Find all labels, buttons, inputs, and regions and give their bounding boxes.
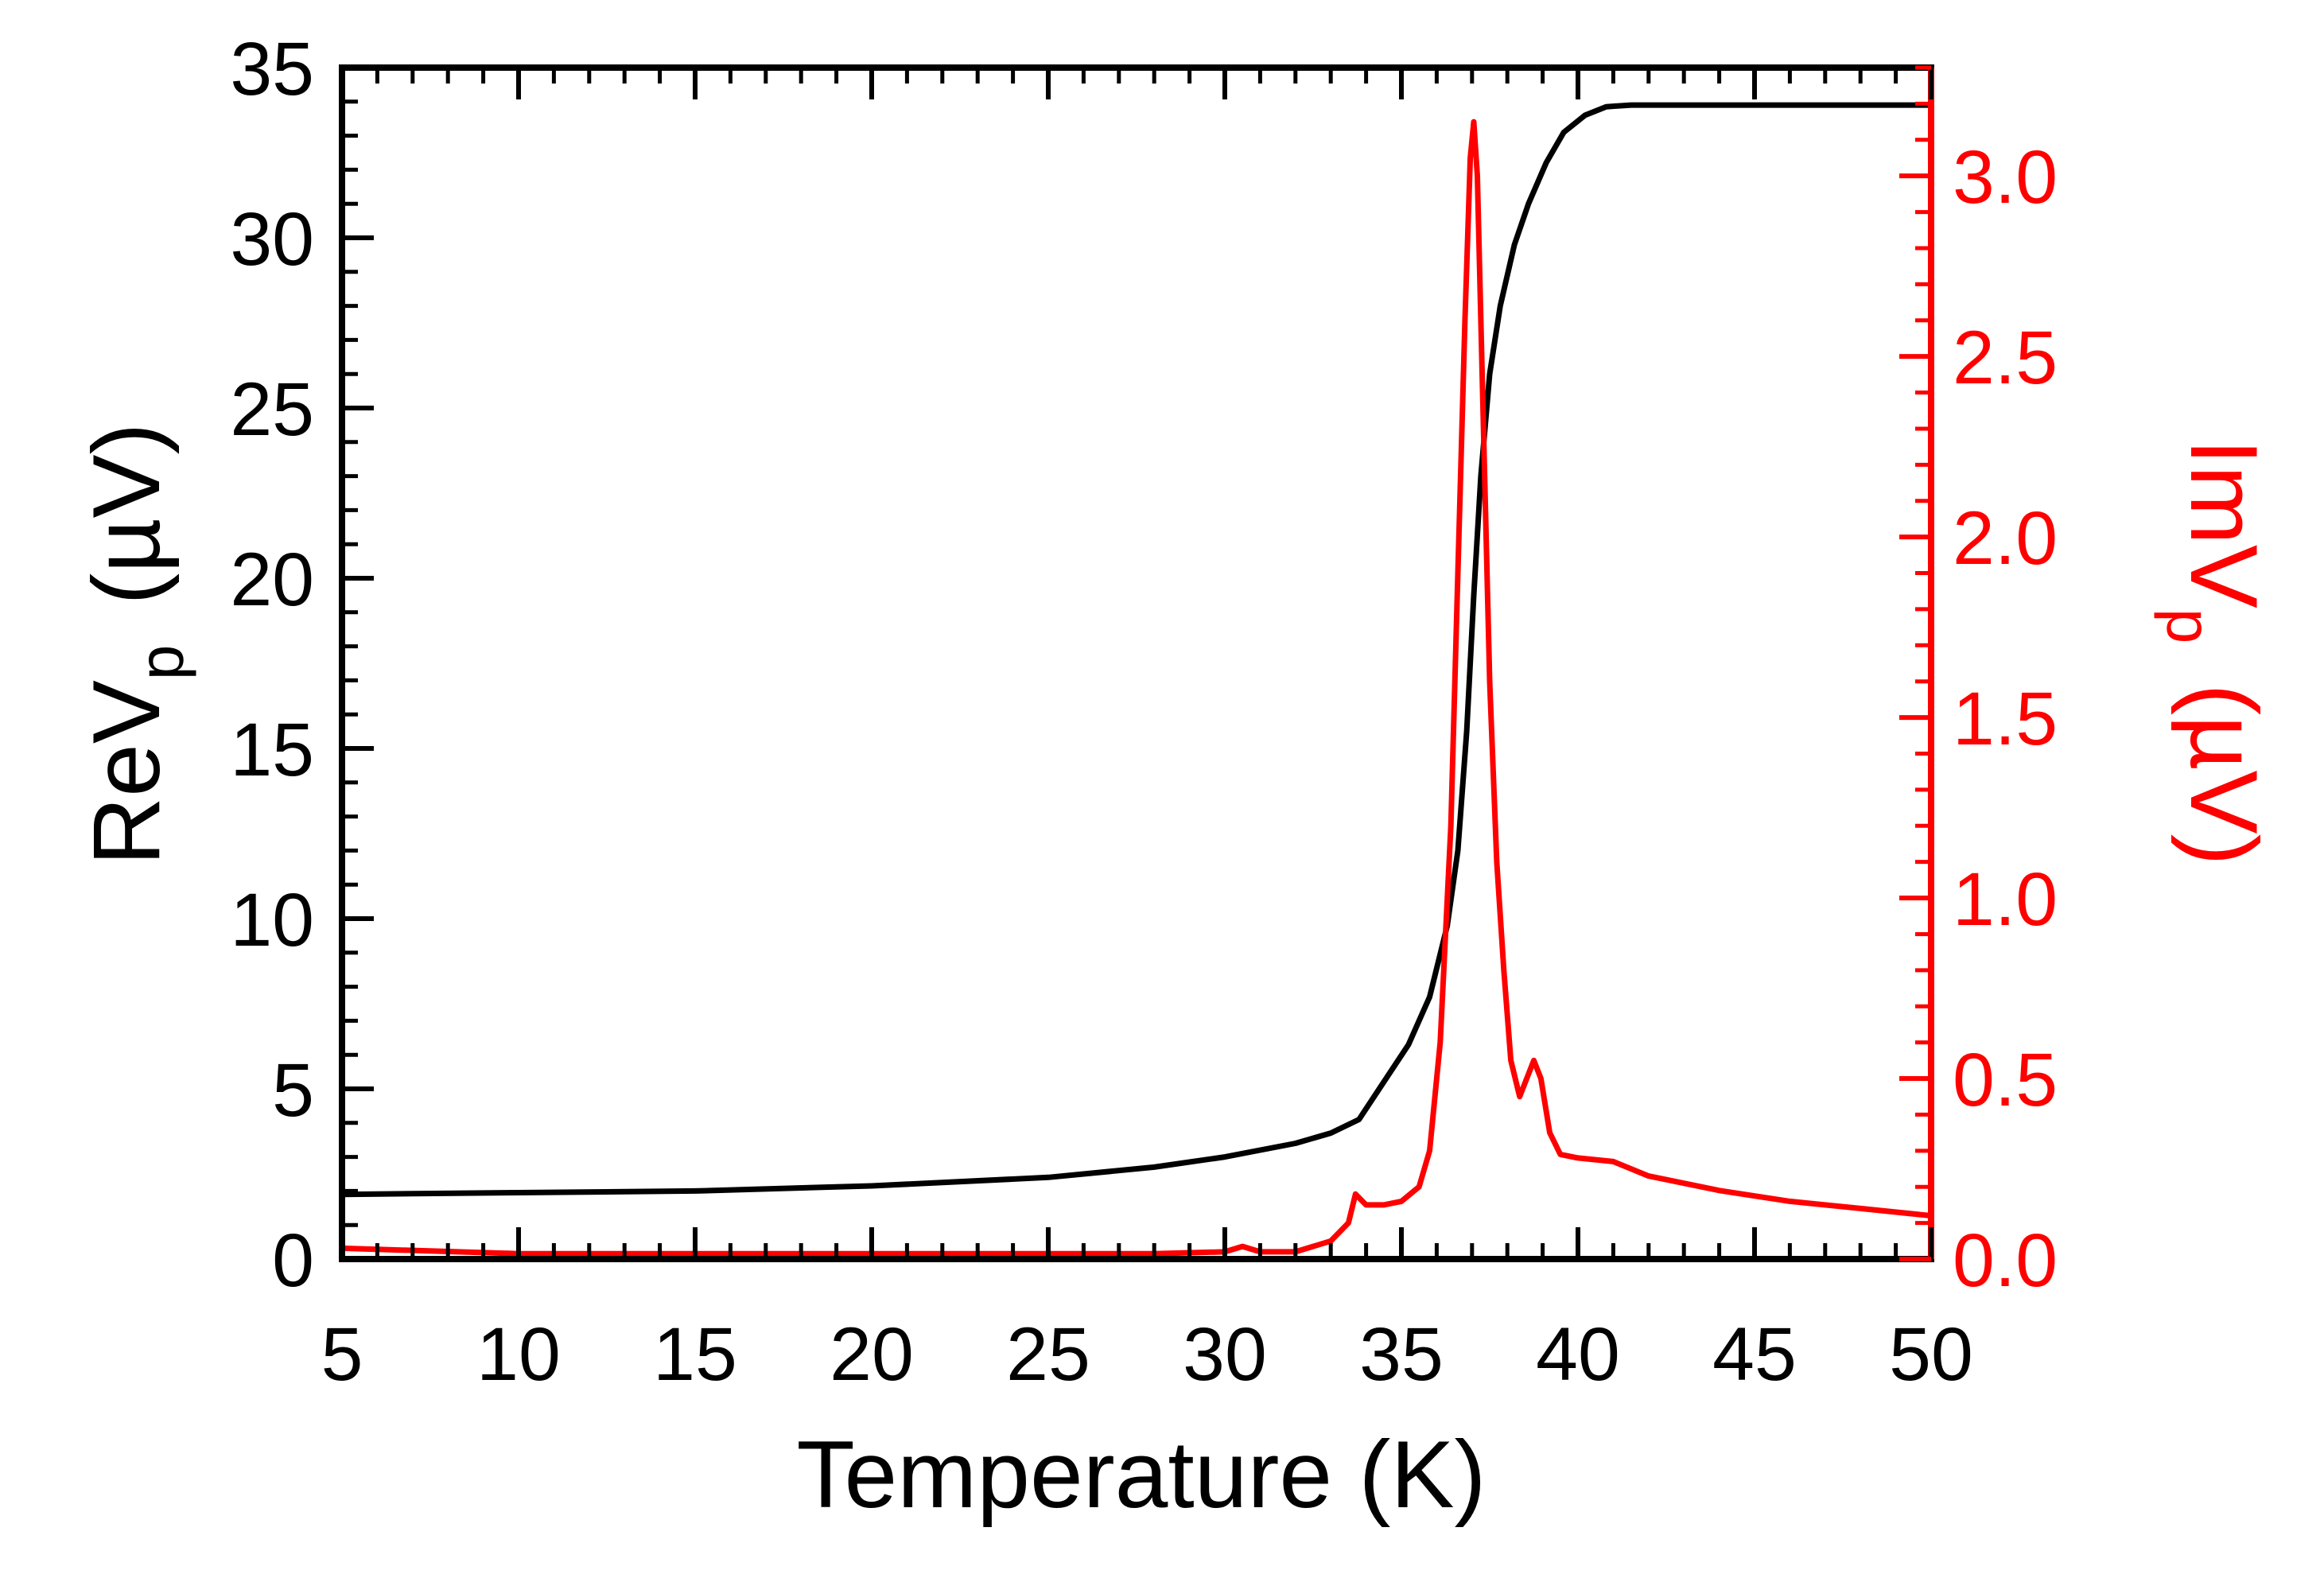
left-y-axis-title: ReVp (µV)	[73, 422, 196, 865]
right-y-axis-title-main: ImV	[2170, 439, 2277, 608]
x-tick-label: 35	[1359, 1312, 1444, 1397]
y-left-tick-label: 10	[230, 878, 314, 962]
y-left-tick-label: 30	[230, 197, 314, 282]
left-y-axis-title-main: ReV	[73, 680, 180, 865]
y-right-tick-label: 2.0	[1953, 496, 2058, 581]
x-tick-label: 10	[476, 1312, 561, 1397]
y-left-tick-label: 35	[230, 27, 314, 111]
x-tick-label: 50	[1889, 1312, 1973, 1397]
y-right-tick-label: 1.0	[1953, 857, 2058, 942]
right-y-axis-title: ImVp (µV)	[2154, 439, 2277, 866]
series-line-rev-p	[339, 102, 1934, 1198]
series-layer	[339, 102, 1934, 1257]
plot-frame	[339, 64, 1934, 1262]
y-left-tick-label: 0	[272, 1218, 314, 1303]
x-tick-label: 45	[1712, 1312, 1797, 1397]
right-y-axis: 0.0 0.5 1.0 1.5 2.0 2.5 3.0	[1899, 65, 2058, 1303]
series-line-imv-p	[339, 119, 1934, 1257]
y-right-tick-label: 0.0	[1953, 1218, 2058, 1303]
x-tick-label: 15	[653, 1312, 737, 1397]
x-tick-label: 25	[1006, 1312, 1090, 1397]
x-axis-title: Temperature (K)	[797, 1421, 1487, 1528]
y-left-tick-label: 20	[230, 538, 314, 622]
y-right-tick-label: 3.0	[1953, 135, 2058, 220]
right-y-axis-title-unit: (µV)	[2170, 683, 2277, 865]
y-right-tick-label: 2.5	[1953, 316, 2058, 400]
x-tick-label: 40	[1536, 1312, 1620, 1397]
y-right-tick-label: 1.5	[1953, 677, 2058, 761]
left-y-axis-title-sub: p	[126, 645, 196, 681]
right-y-axis-title-sub: p	[2154, 608, 2225, 644]
left-y-axis: 0 5 10 15 20 25 30 35	[230, 27, 374, 1303]
y-left-tick-label: 5	[272, 1048, 314, 1133]
y-right-tick-label: 0.5	[1953, 1038, 2058, 1122]
y-left-tick-label: 15	[230, 708, 314, 792]
left-y-axis-title-unit: (µV)	[73, 422, 180, 604]
y-left-tick-label: 25	[230, 367, 314, 452]
x-tick-label: 30	[1183, 1312, 1267, 1397]
x-tick-label: 20	[830, 1312, 914, 1397]
x-axis: 5 10 15 20 25 30 35 40 45 50	[321, 68, 1973, 1397]
x-tick-label: 5	[321, 1312, 363, 1397]
